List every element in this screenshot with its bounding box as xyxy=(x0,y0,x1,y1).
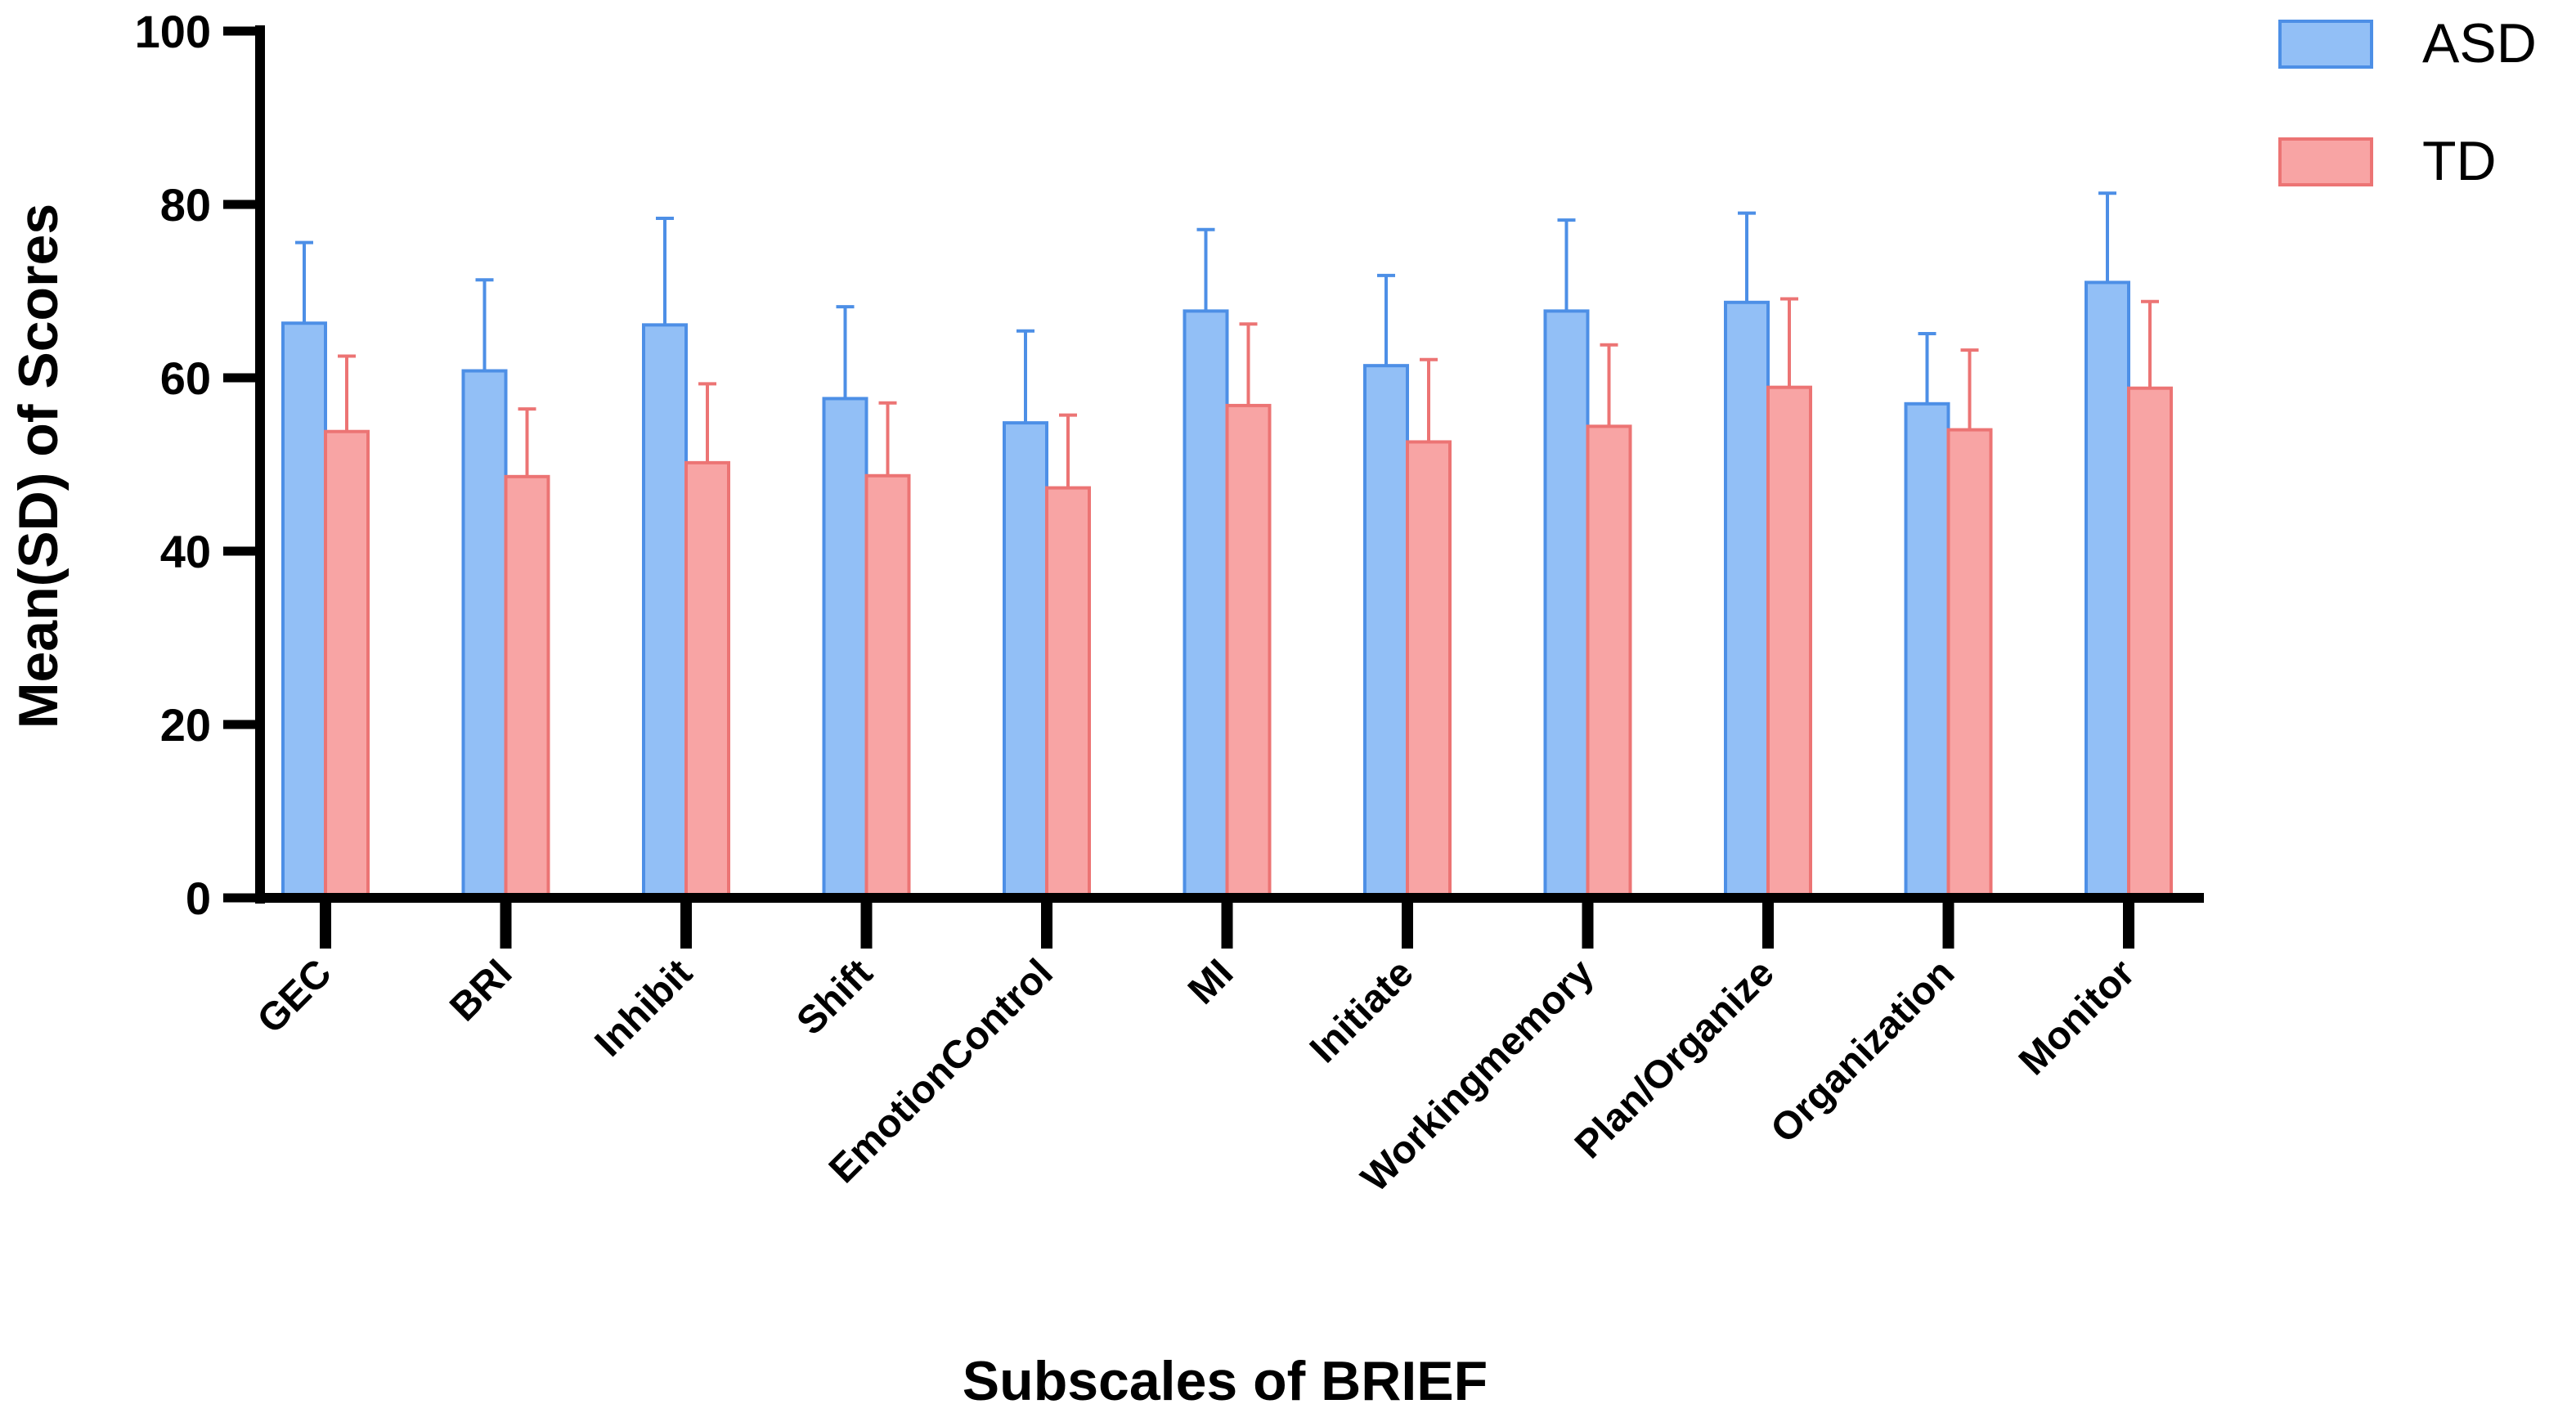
legend-swatch-td xyxy=(2278,137,2373,186)
y-tick-label-0: 0 xyxy=(186,872,211,924)
x-axis-title: Subscales of BRIEF xyxy=(963,1350,1488,1412)
axes-layer xyxy=(223,25,2204,949)
bar-td-6 xyxy=(1406,440,1452,899)
bar-asd-0 xyxy=(281,321,327,900)
bar-asd-1 xyxy=(461,369,508,899)
bar-asd-7 xyxy=(1543,309,1590,899)
x-tick-label-6: Initiate xyxy=(1302,951,1422,1071)
bar-asd-3 xyxy=(822,397,868,899)
bar-td-4 xyxy=(1045,486,1091,899)
bar-td-10 xyxy=(2127,386,2173,900)
bar-td-9 xyxy=(1946,428,1993,899)
bar-asd-2 xyxy=(642,323,688,899)
bars-layer xyxy=(281,191,2173,900)
legend: ASD TD xyxy=(2278,12,2537,192)
bar-asd-8 xyxy=(1724,300,1770,899)
bar-asd-5 xyxy=(1183,309,1229,899)
legend-label-asd: ASD xyxy=(2422,12,2537,74)
y-tick-label-4: 80 xyxy=(160,179,211,231)
x-tick-label-5: MI xyxy=(1180,951,1241,1012)
x-tick-label-3: Shift xyxy=(788,951,881,1043)
bar-asd-9 xyxy=(1904,401,1950,899)
bar-td-2 xyxy=(684,460,730,899)
x-tick-label-0: GEC xyxy=(249,951,340,1042)
bar-td-8 xyxy=(1766,385,1812,900)
bar-td-0 xyxy=(324,429,370,899)
bar-td-7 xyxy=(1586,424,1632,899)
y-tick-label-1: 20 xyxy=(160,699,211,751)
x-tick-label-9: Organization xyxy=(1762,951,1963,1151)
bar-td-1 xyxy=(504,474,550,899)
legend-label-td: TD xyxy=(2422,130,2497,192)
bar-asd-10 xyxy=(2085,280,2130,899)
x-tick-label-2: Inhibit xyxy=(587,951,701,1065)
bar-asd-4 xyxy=(1003,421,1048,899)
legend-swatch-asd xyxy=(2278,20,2373,69)
y-tick-label-2: 40 xyxy=(160,526,211,577)
x-tick-label-10: Monitor xyxy=(2011,951,2143,1083)
y-axis-title: Mean(SD) of Scores xyxy=(7,204,70,729)
bar-td-3 xyxy=(864,473,911,899)
y-tick-label-3: 60 xyxy=(160,352,211,404)
x-tick-label-1: BRI xyxy=(442,951,520,1029)
bar-asd-6 xyxy=(1363,364,1409,900)
bar-td-5 xyxy=(1225,403,1272,900)
y-tick-label-5: 100 xyxy=(135,6,211,57)
